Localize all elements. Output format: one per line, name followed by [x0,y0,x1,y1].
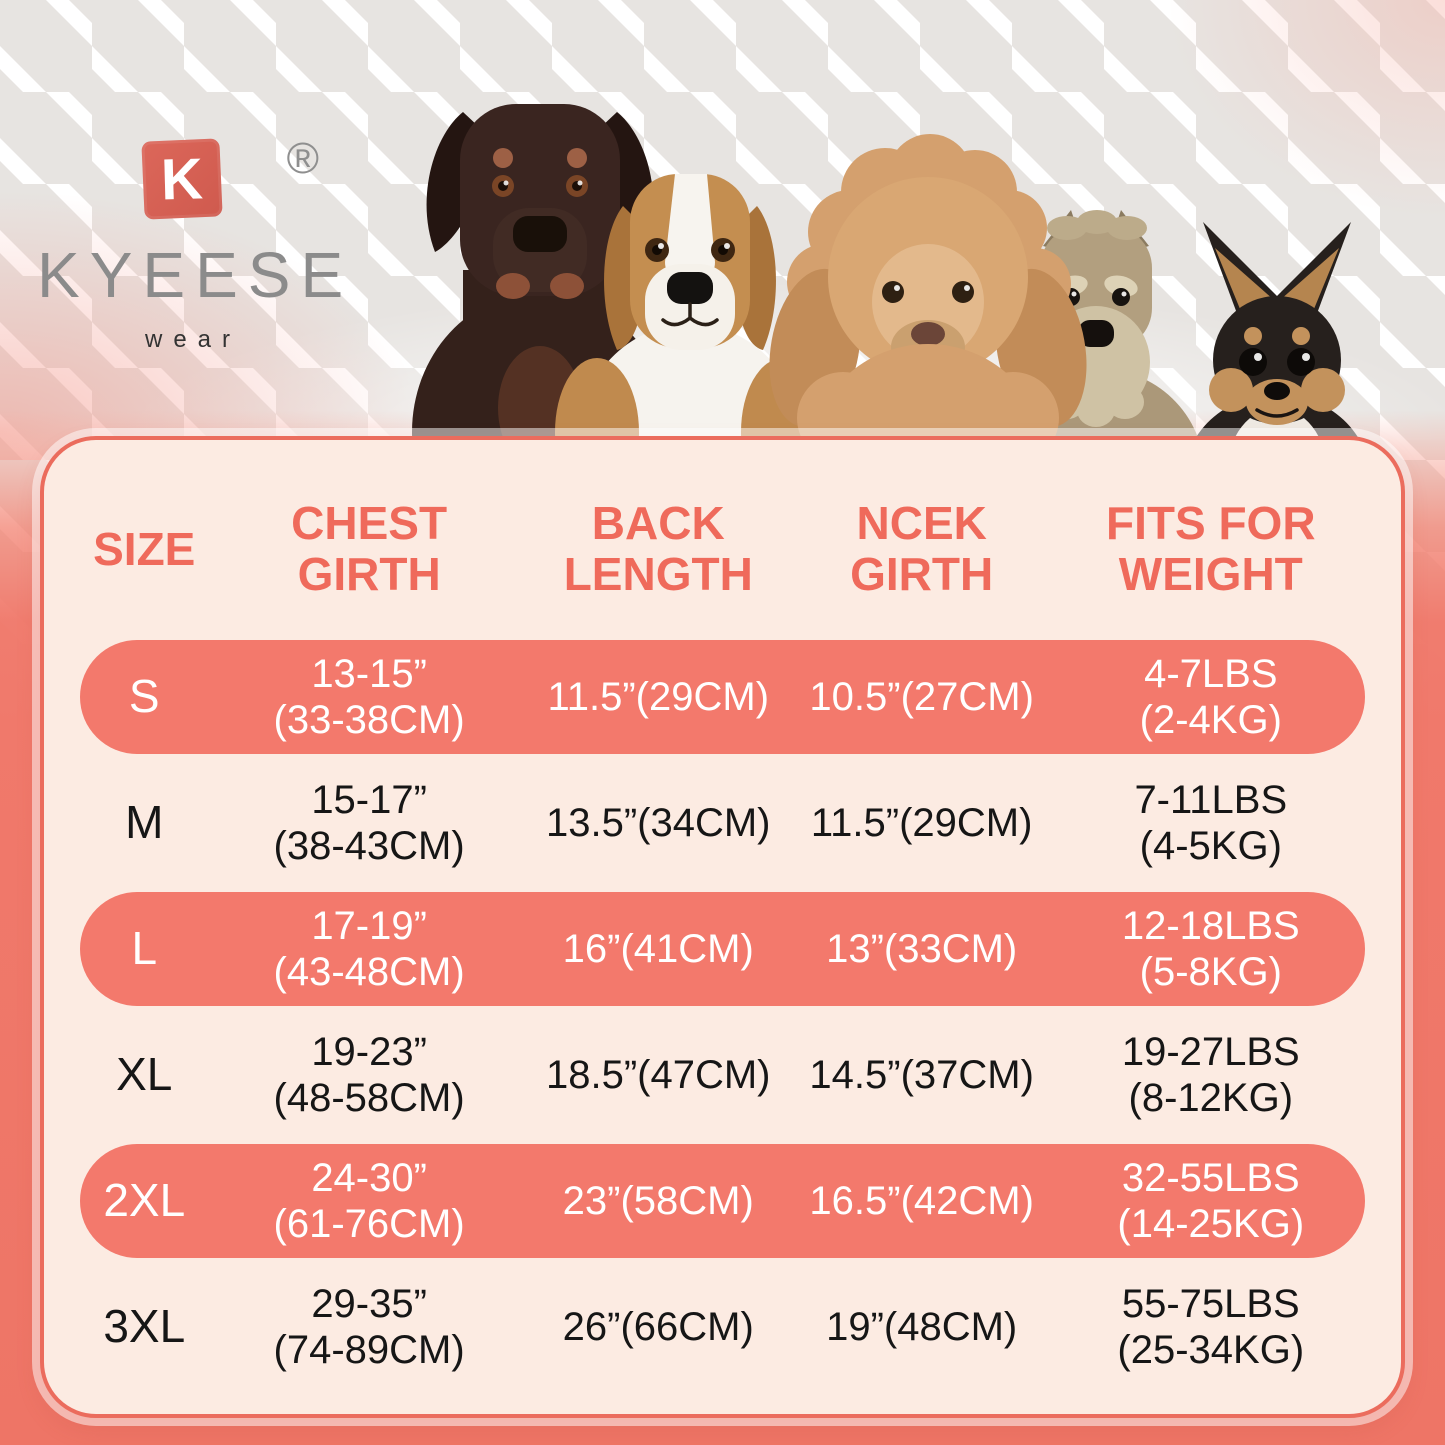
dog-beagle-icon [555,174,825,437]
table-row-2xl: 2XL 24-30” (61-76CM) 23”(58CM) 16.5”(42CM… [80,1144,1365,1258]
brand-sub-label: wear [145,326,242,353]
brand-k-letter: K [160,145,204,213]
size-cell: 3XL [103,1300,186,1353]
back-cell: 11.5”(29CM) [547,674,770,719]
table-row-l: L 17-19” (43-48CM) 16”(41CM) 13”(33CM) 12… [80,892,1365,1006]
neck-cell: 11.5”(29CM) [810,800,1033,845]
size-cell: M [125,796,164,849]
size-cell: S [128,670,160,723]
weight-cell: 32-55LBS (14-25KG) [1117,1155,1305,1246]
back-cell: 16”(41CM) [562,926,754,971]
weight-cell: 7-11LBS (4-5KG) [1134,777,1288,868]
dogs-illustration [412,104,1358,437]
size-cell: L [131,922,158,975]
size-cell: 2XL [103,1174,186,1227]
chest-cell: 29-35” (74-89CM) [273,1281,465,1372]
table-row-s: S 13-15” (33-38CM) 11.5”(29CM) 10.5”(27CM… [80,640,1365,754]
weight-cell: 4-7LBS (2-4KG) [1139,651,1282,742]
weight-cell: 55-75LBS (25-34KG) [1117,1281,1305,1372]
neck-cell: 10.5”(27CM) [809,674,1034,719]
dog-chihuahua-icon [1196,222,1358,437]
brand-name: KYEESE [37,239,354,311]
header-back-length: BACK LENGTH [563,497,753,600]
back-cell: 18.5”(47CM) [545,1052,771,1097]
size-cell: XL [116,1048,173,1101]
registered-trademark-icon: ® [286,134,319,183]
neck-cell: 19”(48CM) [826,1304,1018,1349]
chest-cell: 24-30” (61-76CM) [273,1155,465,1246]
brand-logo: K ® KYEESE wear [37,134,354,354]
table-row-xl: XL 19-23” (48-58CM) 18.5”(47CM) 14.5”(37C… [80,1012,1365,1138]
back-cell: 26”(66CM) [562,1304,754,1349]
header-neck-girth: NCEK GIRTH [850,497,994,600]
size-table: SIZE CHEST GIRTH BACK LENGTH NCEK GIRTH FIT… [80,464,1365,1390]
dog-poodle-icon [769,134,1087,437]
header-chest-girth: CHEST GIRTH [291,497,448,600]
header-size: SIZE [93,522,196,575]
table-row-m: M 15-17” (38-43CM) 13.5”(34CM) 11.5”(29CM… [80,760,1365,886]
weight-cell: 12-18LBS (5-8KG) [1121,903,1300,994]
neck-cell: 14.5”(37CM) [809,1052,1034,1097]
chest-cell: 15-17” (38-43CM) [273,777,465,868]
back-cell: 23”(58CM) [562,1178,754,1223]
brand-k-badge-icon: K [141,138,223,220]
table-row-3xl: 3XL 29-35” (74-89CM) 26”(66CM) 19”(48CM) … [80,1264,1365,1390]
chest-cell: 19-23” (48-58CM) [273,1029,465,1120]
back-cell: 13.5”(34CM) [545,800,771,845]
chest-cell: 17-19” (43-48CM) [273,903,465,994]
table-header-row: SIZE CHEST GIRTH BACK LENGTH NCEK GIRTH FIT… [80,464,1365,634]
chest-cell: 13-15” (33-38CM) [273,651,465,742]
size-chart-panel: SIZE CHEST GIRTH BACK LENGTH NCEK GIRTH FIT… [40,436,1405,1418]
weight-cell: 19-27LBS (8-12KG) [1121,1029,1300,1120]
neck-cell: 16.5”(42CM) [809,1178,1034,1223]
neck-cell: 13”(33CM) [826,926,1018,971]
header-fits-for-weight: FITS FOR WEIGHT [1106,497,1316,600]
